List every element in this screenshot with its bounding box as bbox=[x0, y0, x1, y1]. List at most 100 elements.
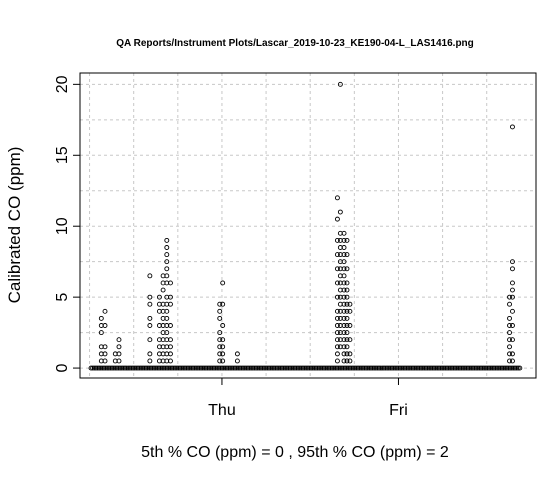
data-point bbox=[104, 365, 110, 371]
data-point bbox=[217, 337, 223, 343]
data-point bbox=[404, 365, 410, 371]
data-point bbox=[217, 344, 223, 350]
data-point bbox=[497, 365, 503, 371]
data-point bbox=[334, 365, 340, 371]
data-point bbox=[219, 365, 225, 371]
data-point bbox=[350, 365, 356, 371]
data-point bbox=[341, 273, 347, 279]
data-point bbox=[389, 365, 395, 371]
data-point bbox=[147, 294, 153, 300]
data-point bbox=[308, 365, 314, 371]
data-point bbox=[230, 365, 236, 371]
data-point bbox=[120, 365, 126, 371]
data-point bbox=[347, 358, 353, 364]
data-point bbox=[341, 315, 347, 321]
data-point bbox=[298, 365, 304, 371]
data-point bbox=[95, 365, 100, 371]
data-point bbox=[102, 358, 108, 364]
data-point bbox=[344, 266, 350, 272]
data-point bbox=[463, 365, 469, 371]
data-point bbox=[168, 280, 173, 286]
data-point bbox=[399, 365, 405, 371]
data-point bbox=[168, 358, 173, 364]
data-point bbox=[168, 294, 173, 300]
data-point bbox=[329, 365, 335, 371]
data-point bbox=[514, 365, 520, 371]
data-point bbox=[357, 365, 363, 371]
data-point bbox=[217, 308, 223, 314]
data-point bbox=[206, 365, 212, 371]
data-point bbox=[263, 365, 269, 371]
data-point bbox=[387, 365, 393, 371]
data-point bbox=[98, 330, 104, 336]
data-point bbox=[344, 301, 350, 307]
data-point bbox=[334, 280, 340, 286]
data-point bbox=[344, 315, 350, 321]
data-point bbox=[234, 358, 240, 364]
data-point bbox=[159, 365, 165, 371]
data-point bbox=[168, 337, 173, 343]
data-point bbox=[337, 81, 343, 87]
data-point bbox=[313, 365, 319, 371]
data-point bbox=[363, 365, 369, 371]
data-point bbox=[177, 365, 183, 371]
data-point bbox=[161, 365, 167, 371]
data-point bbox=[164, 245, 170, 250]
data-point bbox=[341, 358, 347, 364]
data-point bbox=[507, 337, 512, 343]
data-point bbox=[116, 358, 122, 364]
data-point bbox=[344, 280, 350, 286]
data-point bbox=[237, 365, 243, 371]
data-point bbox=[284, 365, 290, 371]
data-point bbox=[341, 287, 347, 293]
data-point bbox=[235, 365, 241, 371]
data-point bbox=[242, 365, 248, 371]
data-point bbox=[220, 344, 226, 350]
data-point bbox=[109, 365, 115, 371]
data-point bbox=[258, 365, 264, 371]
data-point bbox=[480, 365, 486, 371]
data-point bbox=[339, 365, 345, 371]
data-point bbox=[374, 365, 380, 371]
data-point bbox=[341, 330, 347, 336]
data-point bbox=[328, 365, 333, 371]
data-point bbox=[195, 365, 201, 371]
data-point bbox=[156, 294, 162, 300]
data-point bbox=[216, 365, 222, 371]
x-tick-label: Thu bbox=[208, 402, 236, 419]
data-point bbox=[502, 365, 508, 371]
data-point bbox=[415, 365, 421, 371]
data-point bbox=[417, 365, 422, 371]
data-point bbox=[187, 365, 193, 371]
data-point bbox=[494, 365, 500, 371]
data-point bbox=[507, 351, 512, 357]
y-tick-label: 10 bbox=[54, 217, 71, 235]
data-point bbox=[412, 365, 418, 371]
data-point bbox=[102, 344, 108, 350]
data-point bbox=[510, 294, 515, 300]
data-point bbox=[256, 365, 262, 371]
data-point bbox=[344, 287, 350, 293]
data-point bbox=[116, 351, 122, 357]
data-point bbox=[167, 365, 173, 371]
data-point bbox=[371, 365, 377, 371]
data-point bbox=[341, 323, 347, 328]
data-point bbox=[234, 351, 240, 357]
data-point bbox=[224, 365, 230, 371]
data-point bbox=[305, 365, 311, 371]
data-point bbox=[93, 365, 99, 371]
data-point bbox=[378, 365, 384, 371]
data-point bbox=[217, 351, 223, 357]
data-point bbox=[344, 365, 350, 371]
data-point bbox=[239, 365, 244, 371]
data-point bbox=[307, 365, 312, 371]
data-point bbox=[347, 308, 353, 314]
baseline-points bbox=[88, 365, 523, 371]
data-point bbox=[408, 365, 414, 371]
data-point bbox=[460, 365, 466, 371]
data-point bbox=[171, 365, 177, 371]
data-point bbox=[334, 237, 340, 243]
data-point bbox=[220, 301, 226, 307]
data-point bbox=[268, 365, 274, 371]
data-point bbox=[462, 365, 468, 371]
